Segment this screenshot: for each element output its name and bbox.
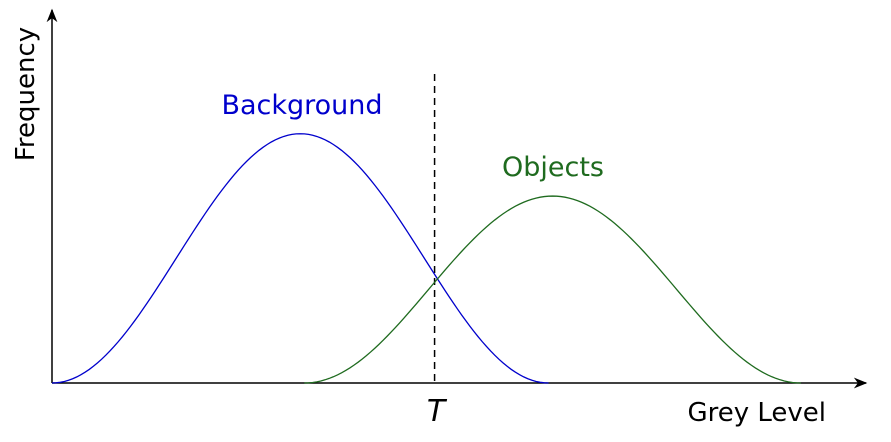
y-axis-label: Frequency [11, 27, 41, 161]
background-label: Background [221, 90, 382, 121]
threshold-label: T [427, 394, 448, 429]
objects-label: Objects [502, 152, 604, 183]
background-curve [51, 133, 549, 384]
x-axis-label: Grey Level [687, 398, 826, 428]
objects-curve [304, 195, 801, 384]
